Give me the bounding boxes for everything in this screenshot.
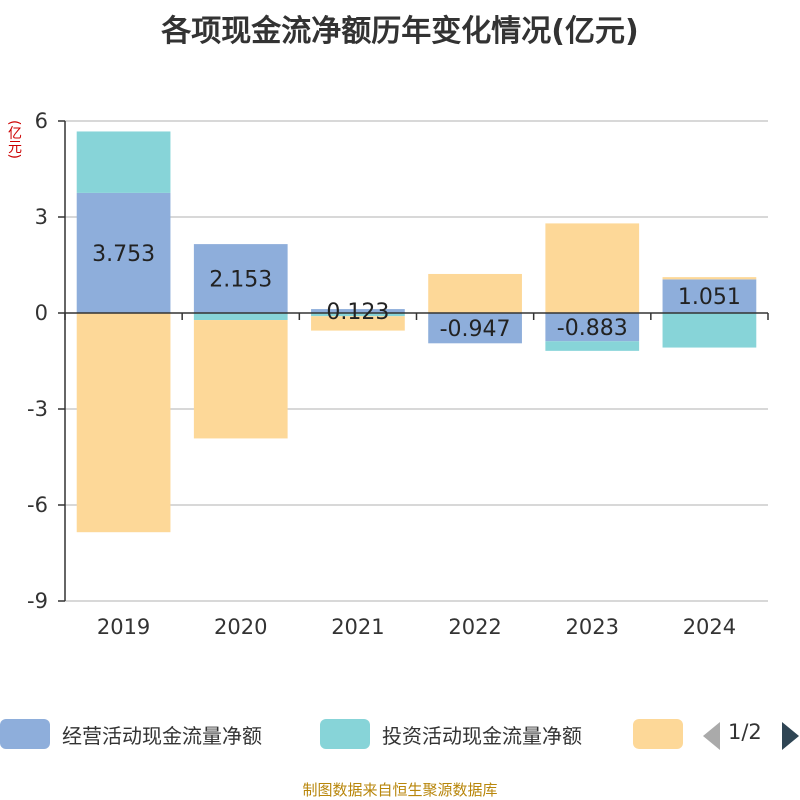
bar-2024-s2[interactable] — [662, 277, 757, 280]
legend-label-operating: 经营活动现金流量净额 — [62, 723, 262, 748]
data-labels: 3.753 2.153 0.123 -0.947 -0.883 1.051 — [92, 242, 741, 342]
bar-2020-s2[interactable] — [193, 320, 288, 439]
data-label: 2.153 — [209, 268, 272, 293]
x-tick-label: 2023 — [566, 615, 619, 639]
y-tick-label: 0 — [35, 301, 48, 325]
y-axis-unit: (亿元) — [6, 120, 22, 159]
axes: 6 3 0 -3 -6 -9 2019 2020 2021 2022 2023 2024 — [27, 109, 769, 639]
bar-2023-s1[interactable] — [545, 341, 640, 351]
legend-swatch-financing — [633, 719, 683, 749]
bar-2021-s0[interactable] — [311, 309, 405, 313]
chart-plot: 6 3 0 -3 -6 -9 2019 2020 2021 2022 2023 2024 3.753 2… — [27, 109, 769, 639]
bar-2022-s0[interactable] — [428, 313, 522, 344]
legend-item-operating[interactable]: 经营活动现金流量净额 — [0, 716, 262, 752]
chart-title: 各项现金流净额历年变化情况(亿元) — [161, 14, 639, 49]
source-note: 制图数据来自恒生聚源数据库 — [302, 781, 498, 799]
grid-lines — [65, 120, 768, 602]
bar-2022-s2[interactable] — [428, 273, 522, 313]
legend-next-page-icon[interactable] — [782, 722, 799, 750]
bar-2024-s1[interactable] — [662, 313, 757, 348]
bar-2019-s0[interactable] — [76, 192, 171, 313]
legend-item-financing[interactable] — [633, 716, 683, 752]
x-tick-label: 2019 — [97, 615, 150, 639]
legend: 经营活动现金流量净额 投资活动现金流量净额 — [0, 716, 800, 752]
x-tick-label: 2021 — [331, 615, 384, 639]
legend-swatch-investing — [320, 719, 370, 749]
bar-2021-s2[interactable] — [311, 316, 405, 331]
y-tick-label: -9 — [27, 589, 48, 613]
data-label: -0.947 — [440, 317, 511, 342]
bar-2024-s0[interactable] — [662, 279, 757, 313]
x-tick-label: 2020 — [214, 615, 267, 639]
bar-2019-s2[interactable] — [76, 313, 171, 533]
x-tick-label: 2024 — [683, 615, 736, 639]
y-tick-label: -3 — [27, 397, 48, 421]
bar-series — [76, 131, 757, 533]
legend-page-indicator: 1/2 — [728, 720, 762, 744]
y-tick-label: -6 — [27, 493, 48, 517]
data-label: -0.883 — [557, 316, 628, 341]
bar-2020-s1[interactable] — [193, 313, 288, 321]
legend-item-investing[interactable]: 投资活动现金流量净额 — [320, 716, 582, 752]
data-label: 0.123 — [326, 300, 389, 325]
legend-swatch-operating — [0, 719, 50, 749]
bar-2020-s0[interactable] — [193, 244, 288, 313]
y-tick-label: 6 — [35, 109, 48, 133]
legend-label-investing: 投资活动现金流量净额 — [382, 723, 582, 748]
bar-2019-s1[interactable] — [76, 131, 171, 193]
bar-2023-s0[interactable] — [545, 313, 640, 342]
bar-2023-s2[interactable] — [545, 223, 640, 313]
bar-2021-s1[interactable] — [311, 313, 405, 317]
x-tick-label: 2022 — [448, 615, 501, 639]
legend-prev-page-icon[interactable] — [703, 722, 720, 750]
data-label: 3.753 — [92, 242, 155, 267]
y-tick-label: 3 — [35, 205, 48, 229]
data-label: 1.051 — [678, 285, 741, 310]
